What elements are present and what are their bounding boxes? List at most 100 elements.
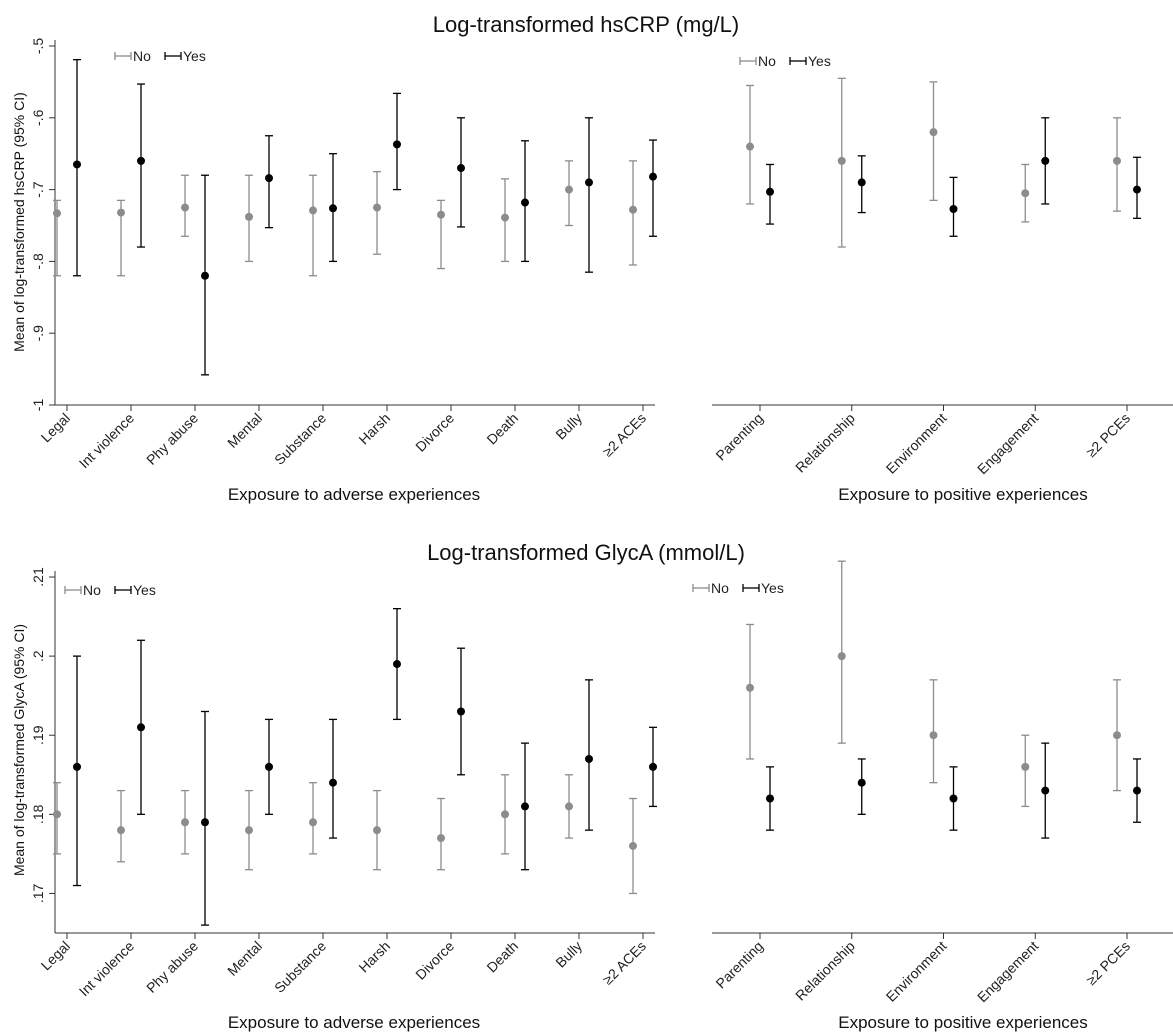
chart0-x-tick-label: Substance	[271, 410, 329, 468]
chart3-point-no	[746, 683, 754, 692]
chart0-errorbar-yes	[137, 83, 145, 248]
chart0-point-no	[565, 185, 573, 194]
chart3-point-yes	[1133, 786, 1141, 795]
chart2-point-yes	[329, 778, 337, 787]
chart0-errorbar-no	[437, 199, 445, 270]
chart1-point-yes	[949, 204, 958, 213]
chart0-point-no	[373, 203, 381, 212]
chart2-x-tick-label: Substance	[271, 938, 329, 996]
chart2-point-yes	[521, 802, 529, 811]
chart2-x-tick-label: Mental	[224, 938, 265, 979]
chart0-point-yes	[265, 174, 273, 183]
chart0-x-tick-label: Death	[483, 410, 521, 448]
chart0-point-yes	[585, 178, 593, 187]
chart0-point-no	[53, 209, 61, 218]
chart2-point-yes	[457, 707, 465, 716]
chart0-point-yes	[457, 164, 465, 173]
chart1-point-no	[929, 128, 938, 137]
chart3-point-yes	[857, 778, 866, 787]
chart2-y-tick-label: .19	[30, 725, 46, 745]
chart3-point-yes	[949, 794, 958, 803]
chart0-point-yes	[201, 271, 209, 280]
chart3-point-yes	[1041, 786, 1050, 795]
chart2-point-no	[501, 810, 509, 819]
chart2-x-tick-label: Phy abuse	[143, 938, 201, 996]
x-axis-label-glyca-positive: Exposure to positive experiences	[838, 1013, 1087, 1032]
chart0-errorbar-no	[309, 174, 317, 277]
chart3-x-tick-label: ≥2 PCEs	[1083, 938, 1133, 988]
chart2-point-no	[565, 802, 573, 811]
chart2-point-yes	[137, 723, 145, 732]
chart0-point-yes	[649, 172, 657, 181]
chart2-y-tick-label: .18	[30, 804, 46, 824]
chart1-point-no	[746, 142, 754, 151]
chart2-x-tick-label: ≥2 ACEs	[599, 938, 649, 988]
chart1-errorbar-no	[929, 81, 938, 202]
chart3-x-tick-label: Engagement	[974, 938, 1042, 1006]
chart0-y-tick-label: -.9	[30, 325, 46, 342]
chart0-point-yes	[521, 198, 529, 207]
chart0-x-tick-label: Bully	[552, 410, 585, 443]
chart0-point-no	[181, 203, 189, 212]
chart0-errorbar-yes	[649, 139, 657, 237]
chart2-x-tick-label: Int violence	[76, 938, 138, 1000]
chart3-point-no	[1113, 731, 1121, 740]
chart2-point-yes	[649, 762, 657, 771]
chart0-x-tick-label: ≥2 ACEs	[599, 410, 649, 460]
y-axis-label-glyca: Mean of log-transformed GlycA (95% CI)	[11, 624, 27, 876]
chart2-point-no	[245, 826, 253, 835]
x-axis-label-glyca-adverse: Exposure to adverse experiences	[228, 1013, 480, 1032]
chart2-point-yes	[585, 754, 593, 763]
chart0-point-yes	[393, 140, 401, 149]
chart1-legend-label-yes: Yes	[808, 53, 831, 69]
chart0-point-yes	[73, 160, 81, 169]
chart0-point-no	[629, 205, 637, 214]
chart2-point-yes	[73, 762, 81, 771]
chart2-point-no	[181, 818, 189, 827]
chart1-point-yes	[766, 187, 774, 196]
chart2-point-no	[53, 810, 61, 819]
chart2-legend-label-no: No	[83, 582, 101, 598]
chart1-x-tick-label: Environment	[883, 410, 950, 477]
chart0-errorbar-yes	[457, 117, 465, 228]
chart1-x-tick-label: Parenting	[712, 410, 766, 464]
chart1-x-tick-label: Engagement	[974, 410, 1042, 478]
chart1-point-no	[1021, 189, 1030, 198]
chart0-point-no	[437, 210, 445, 219]
chart0-point-no	[245, 212, 253, 221]
chart2-legend-label-yes: Yes	[133, 582, 156, 598]
chart3-x-tick-label: Parenting	[712, 938, 766, 992]
chart2-point-no	[437, 834, 445, 843]
chart1-x-tick-label: Relationship	[792, 410, 858, 476]
chart3-point-no	[929, 731, 938, 740]
chart2-x-tick-label: Bully	[552, 938, 585, 971]
chart0-point-no	[501, 213, 509, 222]
chart2-x-tick-label: Harsh	[355, 938, 393, 976]
chart0-point-no	[117, 208, 125, 217]
chart3-x-tick-label: Environment	[883, 938, 950, 1005]
y-axis-label-hscrp: Mean of log-transformed hsCRP (95% CI)	[11, 92, 27, 352]
chart2-y-tick-label: .2	[30, 650, 46, 662]
chart3-point-no	[1021, 762, 1030, 771]
x-axis-label-hscrp-positive: Exposure to positive experiences	[838, 485, 1087, 504]
chart1-point-no	[837, 156, 846, 165]
chart0-y-tick-label: -.7	[30, 181, 46, 198]
chart1-point-yes	[1133, 185, 1141, 194]
chart2-x-tick-label: Death	[483, 938, 521, 976]
chart0-y-tick-label: -.8	[30, 253, 46, 270]
chart2-point-yes	[393, 660, 401, 669]
chart0-x-tick-label: Phy abuse	[143, 410, 201, 468]
chart3-point-yes	[766, 794, 774, 803]
x-axis-label-hscrp-adverse: Exposure to adverse experiences	[228, 485, 480, 504]
chart0-errorbar-no	[373, 170, 381, 255]
chart0-legend-label-yes: Yes	[183, 48, 206, 64]
chart0-x-tick-label: Legal	[38, 410, 74, 446]
chart2-point-no	[373, 826, 381, 835]
chart2-x-tick-label: Divorce	[412, 938, 457, 983]
chart2-point-no	[117, 826, 125, 835]
chart1-x-tick-label: ≥2 PCEs	[1083, 410, 1133, 460]
chart0-x-tick-label: Divorce	[412, 410, 457, 455]
chart3-point-no	[837, 652, 846, 661]
chart0-x-tick-label: Int violence	[76, 410, 138, 472]
